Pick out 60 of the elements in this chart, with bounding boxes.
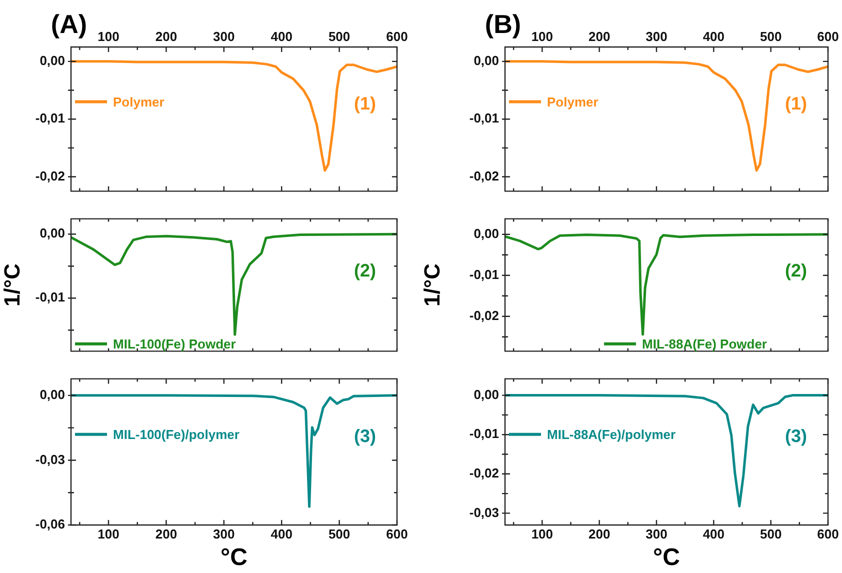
x-tick-label: 400 bbox=[702, 526, 725, 542]
x-tick-label: 100 bbox=[98, 28, 120, 44]
annotation: (1) bbox=[785, 94, 808, 114]
legend-label: MIL-100(Fe)/polymer bbox=[113, 426, 240, 442]
annotation: (2) bbox=[785, 260, 808, 281]
x-tick-label: 400 bbox=[270, 28, 292, 44]
annotation: (1) bbox=[354, 94, 376, 114]
y-tick-label: 0,00 bbox=[474, 53, 499, 68]
x-tick-label: 200 bbox=[588, 28, 610, 44]
y-tick-label: -0,01 bbox=[35, 110, 65, 126]
x-tick-label: 100 bbox=[98, 526, 120, 542]
x-tick-label: 200 bbox=[155, 28, 178, 44]
x-tick-label: 600 bbox=[817, 28, 839, 44]
x-axis-title: °C bbox=[220, 544, 248, 572]
x-tick-label: 200 bbox=[155, 526, 178, 542]
annotation: (2) bbox=[354, 260, 376, 281]
y-tick-label: 0,00 bbox=[40, 226, 65, 241]
legend-label: Polymer bbox=[113, 94, 164, 110]
y-tick-label: -0,01 bbox=[469, 426, 499, 442]
y-tick-label: 0,00 bbox=[474, 226, 499, 241]
x-tick-label: 500 bbox=[760, 28, 782, 44]
y-tick-label: -0,02 bbox=[35, 168, 65, 184]
x-tick-label: 600 bbox=[386, 526, 408, 542]
x-tick-label: 400 bbox=[702, 28, 725, 44]
y-tick-label: -0,02 bbox=[469, 465, 499, 480]
x-tick-label: 100 bbox=[531, 28, 554, 44]
x-tick-label: 300 bbox=[213, 28, 235, 44]
x-tick-label: 300 bbox=[213, 526, 235, 542]
legend-label: MIL-88A(Fe) Powder bbox=[642, 336, 767, 352]
x-tick-label: 400 bbox=[270, 526, 292, 542]
x-axis-title: °C bbox=[653, 544, 680, 572]
y-tick-label: -0,01 bbox=[469, 110, 499, 126]
x-tick-label: 600 bbox=[817, 526, 839, 542]
x-tick-label: 300 bbox=[646, 526, 668, 542]
chart-title: (A) bbox=[50, 9, 87, 40]
y-tick-label: -0,01 bbox=[35, 290, 65, 305]
y-tick-label: 0,00 bbox=[474, 386, 499, 402]
y-tick-label: 0,00 bbox=[40, 387, 65, 402]
y-tick-label: 0,00 bbox=[40, 53, 65, 68]
y-tick-label: -0,03 bbox=[469, 504, 499, 520]
annotation: (3) bbox=[354, 426, 376, 446]
y-tick-label: -0,02 bbox=[469, 308, 499, 323]
x-tick-label: 500 bbox=[328, 28, 350, 44]
legend-label: Polymer bbox=[547, 94, 598, 110]
x-tick-label: 500 bbox=[328, 526, 350, 542]
y-tick-label: -0,06 bbox=[35, 516, 65, 532]
annotation: (3) bbox=[785, 426, 808, 446]
x-tick-label: 500 bbox=[760, 526, 782, 542]
x-tick-label: 200 bbox=[588, 526, 610, 542]
x-tick-label: 300 bbox=[646, 28, 668, 44]
chart-title: (B) bbox=[484, 9, 521, 40]
x-tick-label: 600 bbox=[386, 28, 408, 44]
y-axis-title: 1/°C bbox=[419, 263, 444, 307]
y-tick-label: -0,02 bbox=[469, 168, 499, 184]
legend-label: MIL-88A(Fe)/polymer bbox=[547, 426, 676, 442]
y-tick-label: -0,03 bbox=[35, 452, 65, 467]
y-axis-title: 1/°C bbox=[0, 263, 24, 307]
legend-label: MIL-100(Fe) Powder bbox=[113, 336, 236, 352]
x-tick-label: 100 bbox=[531, 526, 554, 542]
y-tick-label: -0,01 bbox=[469, 266, 499, 282]
